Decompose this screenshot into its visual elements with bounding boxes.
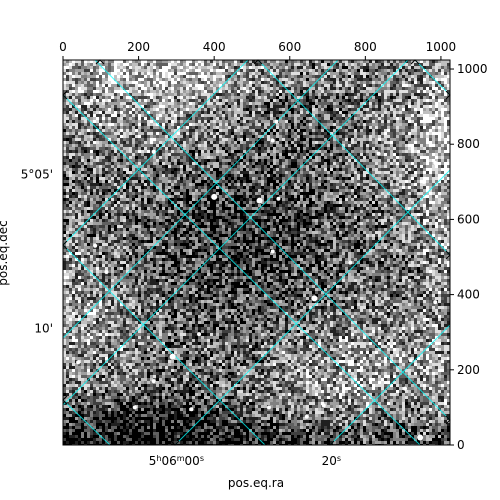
image-noise-layer [63, 60, 450, 445]
star [348, 260, 353, 265]
wcs-edge-tick [170, 440, 180, 446]
wcs-edge-tick [445, 415, 451, 425]
y-pixel-tick-label: 200 [457, 363, 480, 377]
star [304, 414, 309, 419]
image-noise-layer [63, 60, 450, 445]
star [132, 405, 137, 410]
star [189, 407, 194, 412]
image-noise-layer [63, 60, 450, 445]
wcs-grid-line [174, 169, 450, 445]
star [311, 295, 318, 302]
x-pixel-tick-label: 400 [203, 40, 226, 54]
star [256, 197, 263, 204]
ra-tick-label: 5h06m00s [149, 454, 204, 469]
star [151, 379, 156, 384]
wcs-edge-tick [62, 90, 68, 100]
wcs-grid-line [329, 324, 450, 445]
wcs-edge-tick [62, 240, 68, 250]
star [151, 149, 156, 154]
wcs-edge-tick [253, 59, 263, 65]
star [376, 151, 381, 156]
star [408, 358, 413, 363]
star [211, 193, 218, 200]
star [274, 119, 279, 124]
axis-ticks [62, 56, 454, 446]
image-noise-layer [63, 60, 450, 435]
x-pixel-tick-label: 800 [354, 40, 377, 54]
star [433, 300, 438, 305]
wcs-edge-tick [62, 395, 68, 405]
plot-frame [62, 59, 451, 446]
star-field [76, 119, 438, 441]
star [403, 386, 408, 391]
wcs-edge-tick [95, 59, 105, 65]
x-axis-label: pos.eq.ra [228, 476, 284, 490]
wcs-grid-line [63, 60, 339, 339]
y-pixel-tick-label: 400 [457, 288, 480, 302]
wcs-grid-line [257, 60, 450, 256]
x-pixel-tick-label: 1000 [426, 40, 457, 54]
wcs-grid [63, 60, 450, 445]
x-pixel-tick-label: 600 [278, 40, 301, 54]
wcs-grid-line [63, 399, 111, 445]
y-pixel-tick-label: 1000 [457, 62, 488, 76]
star [197, 332, 202, 337]
ra-tick-label: 20s [322, 454, 341, 469]
dec-tick-label: 5°05' [21, 167, 53, 181]
wcs-edge-tick [410, 59, 420, 65]
star [76, 360, 81, 365]
star [266, 405, 271, 410]
x-pixel-tick-label: 0 [59, 40, 67, 54]
star [276, 196, 281, 201]
star [421, 179, 426, 184]
star [104, 270, 109, 275]
star [321, 403, 326, 408]
star [417, 434, 424, 441]
wcs-grid-line [94, 60, 450, 421]
y-axis-label: pos.eq.dec [0, 220, 10, 285]
star [270, 249, 275, 254]
wcs-edge-tick [325, 440, 335, 446]
sky-image [63, 60, 450, 445]
y-pixel-tick-label: 0 [457, 438, 465, 452]
wcs-edge-tick [445, 250, 451, 260]
star [93, 243, 98, 248]
image-noise-layer [63, 60, 450, 445]
x-pixel-tick-label: 200 [127, 40, 150, 54]
dec-tick-label: 10' [34, 321, 53, 335]
y-pixel-tick-label: 800 [457, 137, 480, 151]
star [433, 161, 438, 166]
wcs-grid-line [63, 94, 421, 445]
wcs-edge-tick [445, 90, 451, 100]
wcs-grid-line [63, 60, 409, 406]
wcs-grid-line [414, 60, 450, 96]
wcs-grid-line [63, 244, 266, 445]
tick-labels: 0 200 400 600 800 1000 0 200 400 600 800 1000 5h06m0… [21, 40, 488, 468]
star [270, 138, 275, 143]
star [169, 353, 176, 360]
image-noise-layer [63, 60, 450, 445]
y-pixel-tick-label: 600 [457, 212, 480, 226]
